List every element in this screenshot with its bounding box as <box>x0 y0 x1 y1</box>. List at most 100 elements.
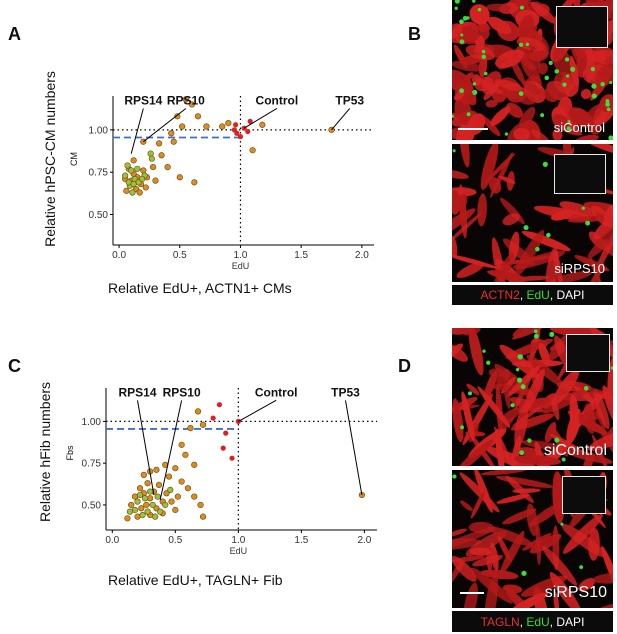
cell-shape <box>522 80 541 95</box>
panel-letter-a: A <box>8 24 21 44</box>
cell-shape <box>468 521 495 534</box>
edu-nucleus <box>523 225 529 231</box>
edu-nucleus <box>510 403 515 408</box>
cell-shape <box>567 215 610 223</box>
cell-shape <box>562 448 613 464</box>
legend-d-sep1: , <box>519 614 527 629</box>
cell-shape <box>454 439 494 466</box>
chart-c-point-orange <box>140 471 147 478</box>
chart-a-point-orange <box>158 152 165 159</box>
chart-c-point-orange <box>184 485 192 492</box>
chart-c-point-green <box>167 486 174 494</box>
cell-shape <box>587 215 613 259</box>
edu-nucleus <box>533 329 538 334</box>
cell-shape <box>474 76 494 92</box>
cell-shape <box>521 230 571 252</box>
cell-shape <box>465 44 495 61</box>
panel-letter-d: D <box>398 356 411 376</box>
edu-nucleus <box>560 522 564 526</box>
chart-a-xtick-label: 0.5 <box>173 250 187 261</box>
cell-shape <box>550 210 573 221</box>
chart-c-point-orange <box>153 466 160 473</box>
chart-c-point-orange <box>155 481 163 488</box>
cell-shape <box>490 106 511 127</box>
chart-a-point-green <box>124 162 131 169</box>
cell-shape <box>452 528 467 537</box>
chart-c-point-red <box>229 455 235 461</box>
chart-a-point-green <box>147 150 154 157</box>
cell-shape <box>593 573 613 584</box>
edu-nucleus <box>609 80 613 85</box>
micrograph-b-top-label: siControl <box>553 120 605 135</box>
chart-a-point-orange <box>179 123 186 130</box>
cell-shape <box>492 253 515 282</box>
cell-shape <box>514 403 529 449</box>
chart-a-point-green <box>130 180 137 188</box>
cell-shape <box>452 538 482 551</box>
chart-a-point-orange <box>188 101 196 108</box>
cell-shape <box>512 405 543 427</box>
edu-nucleus <box>606 107 611 112</box>
edu-nucleus <box>565 57 570 62</box>
cell-shape <box>552 114 569 129</box>
edu-nucleus <box>466 112 471 117</box>
micrograph-d-top: siControl <box>452 328 613 466</box>
cell-shape <box>485 446 541 466</box>
cell-shape <box>512 328 538 337</box>
edu-nucleus <box>533 333 539 339</box>
legend-d-sep2: , <box>549 614 557 629</box>
cell-shape <box>514 229 545 277</box>
edu-nucleus <box>454 0 460 4</box>
edu-nucleus <box>546 232 551 238</box>
panel-letter-b: B <box>408 24 421 44</box>
edu-nucleus <box>481 54 487 60</box>
edu-nucleus <box>517 354 523 360</box>
cell-shape <box>541 393 557 409</box>
cell-shape <box>553 591 560 608</box>
cell-shape <box>521 440 563 450</box>
cell-shape <box>506 102 524 118</box>
edu-nucleus <box>521 570 527 576</box>
cell-shape <box>594 62 613 87</box>
cell-shape <box>499 344 539 379</box>
cell-shape <box>452 555 477 582</box>
cell-shape <box>452 254 499 269</box>
cell-shape <box>513 127 530 140</box>
cell-shape <box>486 3 512 12</box>
legend-b-stain3: DAPI <box>556 288 585 302</box>
edu-nucleus <box>467 391 473 396</box>
edu-nucleus <box>544 75 549 81</box>
micrograph-d-bottom-label: siRPS10 <box>544 584 607 601</box>
cell-shape <box>489 542 499 571</box>
legend-b-stain2: EdU <box>526 288 550 302</box>
micrograph-b-top-inset <box>556 6 608 48</box>
cell-shape <box>531 129 551 140</box>
chart-a-xaxis-sublabel: EdU <box>232 261 250 271</box>
scale-bar <box>458 128 488 130</box>
chart-a-annotation-line <box>243 108 278 129</box>
cell-shape <box>487 270 529 282</box>
edu-nucleus <box>515 367 520 372</box>
chart-a-point-green <box>122 172 129 179</box>
cell-shape <box>452 211 483 243</box>
chart-c-point-red <box>210 415 216 421</box>
legend-d: TAGLN, EdU, DAPI <box>452 611 613 632</box>
chart-a-point-green <box>129 189 136 196</box>
chart-a-point-orange <box>156 140 163 147</box>
edu-nucleus <box>608 135 613 140</box>
cell-shape <box>494 79 524 91</box>
cell-shape <box>526 354 564 387</box>
chart-c-xtick-label: 0.0 <box>105 535 119 546</box>
edu-nucleus <box>482 349 486 353</box>
cell-shape <box>452 208 476 240</box>
chart-a-point-orange <box>203 123 210 130</box>
cell-shape <box>553 250 563 282</box>
chart-a-point-orange <box>142 184 149 191</box>
cell-shape <box>601 546 613 594</box>
chart-a-point-orange <box>174 113 181 120</box>
chart-a-annotation-label: RPS14 <box>124 93 162 107</box>
legend-b-sep2: , <box>549 288 557 302</box>
micrograph-b-bottom-inset <box>554 154 606 194</box>
micrograph-d-top-inset <box>566 334 610 372</box>
chart-c-ytick-label: 1.00 <box>82 417 102 428</box>
